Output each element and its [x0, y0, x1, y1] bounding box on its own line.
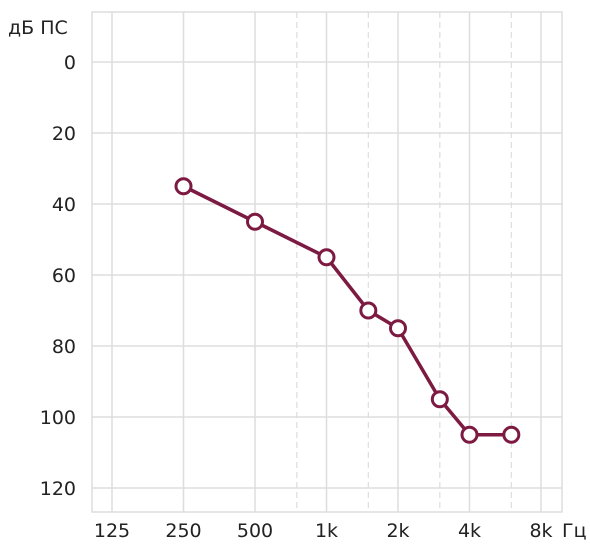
- y-tick-label: 20: [52, 123, 76, 145]
- x-tick-label: 2k: [386, 520, 409, 542]
- plot-frame: [91, 11, 563, 513]
- y-tick-label: 120: [40, 478, 76, 500]
- y-tick-label: 60: [52, 265, 76, 287]
- data-point: [389, 319, 407, 338]
- y-tick-label: 40: [52, 194, 76, 216]
- x-tick-label: 500: [237, 520, 273, 542]
- series-line: [181, 184, 514, 437]
- y-axis-label: дБ ПС: [8, 17, 68, 39]
- y-tick-label: 80: [52, 336, 76, 358]
- data-point: [430, 390, 449, 409]
- data-point: [359, 301, 378, 320]
- x-axis-label: Гц: [562, 520, 587, 542]
- x-tick-label: 125: [94, 520, 130, 542]
- tick-layer: 125 250 500 1k 2k 4k 8k 0 20 40 60 80 100 120: [40, 52, 553, 542]
- data-point: [174, 177, 193, 196]
- x-tick-label: 1k: [315, 520, 338, 542]
- data-point: [460, 425, 479, 444]
- series-layer: [174, 177, 521, 444]
- data-point: [317, 248, 336, 267]
- grid-layer: [92, 12, 562, 512]
- y-tick-label: 0: [64, 52, 76, 74]
- y-tick-label: 100: [40, 407, 76, 429]
- data-point: [246, 212, 264, 231]
- data-point: [502, 425, 521, 444]
- x-tick-label: 250: [165, 520, 201, 542]
- x-tick-label: 8k: [529, 520, 552, 542]
- x-tick-label: 4k: [458, 520, 481, 542]
